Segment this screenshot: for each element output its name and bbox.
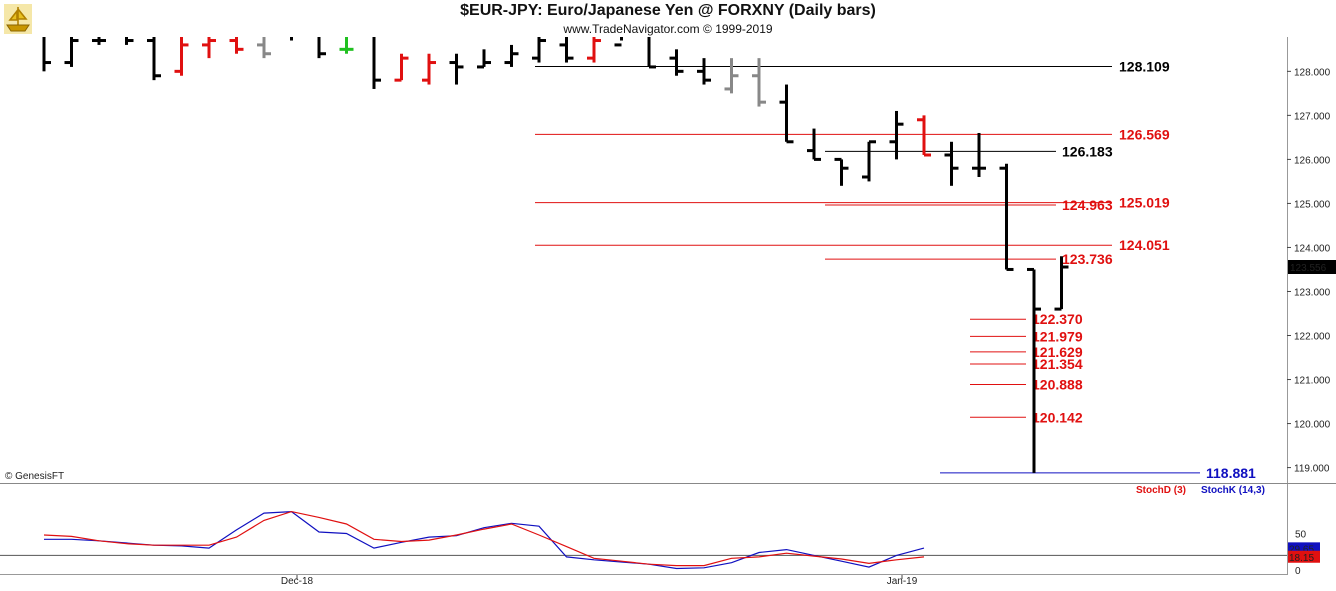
ohlc-bar bbox=[807, 128, 821, 161]
ohlc-bar bbox=[317, 37, 326, 59]
ohlc-bar bbox=[779, 84, 794, 144]
stoch-series-line bbox=[44, 510, 925, 570]
ohlc-bar bbox=[372, 37, 381, 89]
ohlc-bar bbox=[422, 53, 436, 85]
ohlc-bar bbox=[64, 37, 79, 67]
ohlc-bar bbox=[614, 37, 623, 47]
legend-stochd: StochD (3) bbox=[1136, 485, 1186, 496]
ohlc-bar bbox=[532, 37, 546, 63]
watermark: © GenesisFT bbox=[5, 471, 64, 482]
ohlc-bar bbox=[647, 37, 656, 69]
ohlc-bar bbox=[944, 141, 959, 186]
level-label: 123.736 bbox=[1062, 251, 1113, 267]
stoch-axis-label: 50 bbox=[1295, 530, 1307, 541]
price-axis-label: 122.000 bbox=[1294, 332, 1331, 343]
price-axis-label: 123.000 bbox=[1294, 287, 1331, 298]
ohlc-bar bbox=[477, 49, 491, 69]
x-axis-label: Jan-19 bbox=[887, 576, 918, 587]
price-plot-area bbox=[0, 37, 1287, 483]
price-axis-label: 128.000 bbox=[1294, 67, 1331, 78]
gold-ship-logo-icon bbox=[4, 4, 32, 34]
ohlc-bar bbox=[42, 37, 51, 72]
level-label: 121.979 bbox=[1032, 328, 1083, 344]
level-label: 118.881 bbox=[1206, 465, 1256, 481]
level-label: 125.019 bbox=[1119, 195, 1170, 211]
ohlc-bar bbox=[917, 115, 931, 157]
stoch-last-label: 18.15 bbox=[1289, 553, 1314, 564]
ohlc-bar bbox=[1027, 267, 1041, 473]
price-axis-label: 121.000 bbox=[1294, 376, 1331, 387]
x-axis-label: Dec-18 bbox=[281, 576, 314, 587]
level-label: 126.183 bbox=[1062, 143, 1113, 159]
legend-stochk: StochK (14,3) bbox=[1201, 485, 1265, 496]
ohlc-bar bbox=[752, 58, 766, 107]
stoch-last-label: 29.65 bbox=[1289, 544, 1314, 555]
level-label: 120.142 bbox=[1032, 409, 1083, 425]
stoch-series-line bbox=[43, 510, 925, 567]
title-bar: $EUR-JPY: Euro/Japanese Yen @ FORXNY (Da… bbox=[0, 0, 1336, 37]
ohlc-bar bbox=[174, 37, 189, 76]
ohlc-bar bbox=[1054, 256, 1069, 311]
ohlc-bar bbox=[92, 37, 106, 45]
ohlc-bar bbox=[257, 37, 271, 59]
ohlc-bar bbox=[394, 53, 409, 82]
ohlc-bar bbox=[862, 140, 876, 182]
ohlc-bar bbox=[504, 44, 519, 67]
chart-subtitle: www.TradeNavigator.com © 1999-2019 bbox=[563, 22, 773, 36]
ohlc-bar bbox=[339, 37, 354, 54]
level-label: 126.569 bbox=[1119, 126, 1170, 142]
level-label: 120.888 bbox=[1032, 376, 1083, 392]
ohlc-bar bbox=[889, 110, 904, 160]
ohlc-bar bbox=[449, 53, 464, 85]
level-label: 122.370 bbox=[1032, 311, 1083, 327]
ohlc-bar bbox=[559, 37, 574, 63]
ohlc-bar bbox=[999, 163, 1014, 271]
ohlc-bar bbox=[202, 37, 216, 59]
stoch-axis-label: 0 bbox=[1295, 566, 1301, 577]
level-label: 124.963 bbox=[1062, 197, 1113, 213]
level-label: 128.109 bbox=[1119, 59, 1170, 75]
price-axis-label: 127.000 bbox=[1294, 111, 1331, 122]
last-price-label: 123.556 bbox=[1290, 263, 1327, 274]
price-axis-label: 119.000 bbox=[1294, 464, 1330, 475]
stoch-last-badge bbox=[1288, 550, 1320, 563]
ohlc-bar bbox=[972, 132, 986, 178]
ohlc-bar bbox=[697, 58, 711, 85]
price-chart-legend: StochD (3) StochK (14,3) bbox=[1136, 485, 1265, 496]
ohlc-bar bbox=[229, 37, 244, 54]
ohlc-bar bbox=[669, 49, 684, 76]
price-axis-label: 125.000 bbox=[1294, 199, 1331, 210]
level-label: 124.051 bbox=[1119, 237, 1170, 253]
ohlc-bar bbox=[834, 157, 849, 186]
ohlc-bar bbox=[147, 37, 161, 81]
ohlc-bar bbox=[724, 58, 739, 94]
price-axis-label: 124.000 bbox=[1294, 243, 1331, 254]
ohlc-bar bbox=[587, 37, 601, 63]
last-price-badge bbox=[1288, 260, 1336, 275]
level-label: 121.354 bbox=[1032, 356, 1083, 372]
price-axis-label: 126.000 bbox=[1294, 155, 1331, 166]
ohlc-bar bbox=[125, 37, 134, 45]
level-label: 121.629 bbox=[1032, 344, 1083, 360]
price-axis-label: 120.000 bbox=[1294, 420, 1331, 431]
chart-title: $EUR-JPY: Euro/Japanese Yen @ FORXNY (Da… bbox=[460, 2, 876, 19]
